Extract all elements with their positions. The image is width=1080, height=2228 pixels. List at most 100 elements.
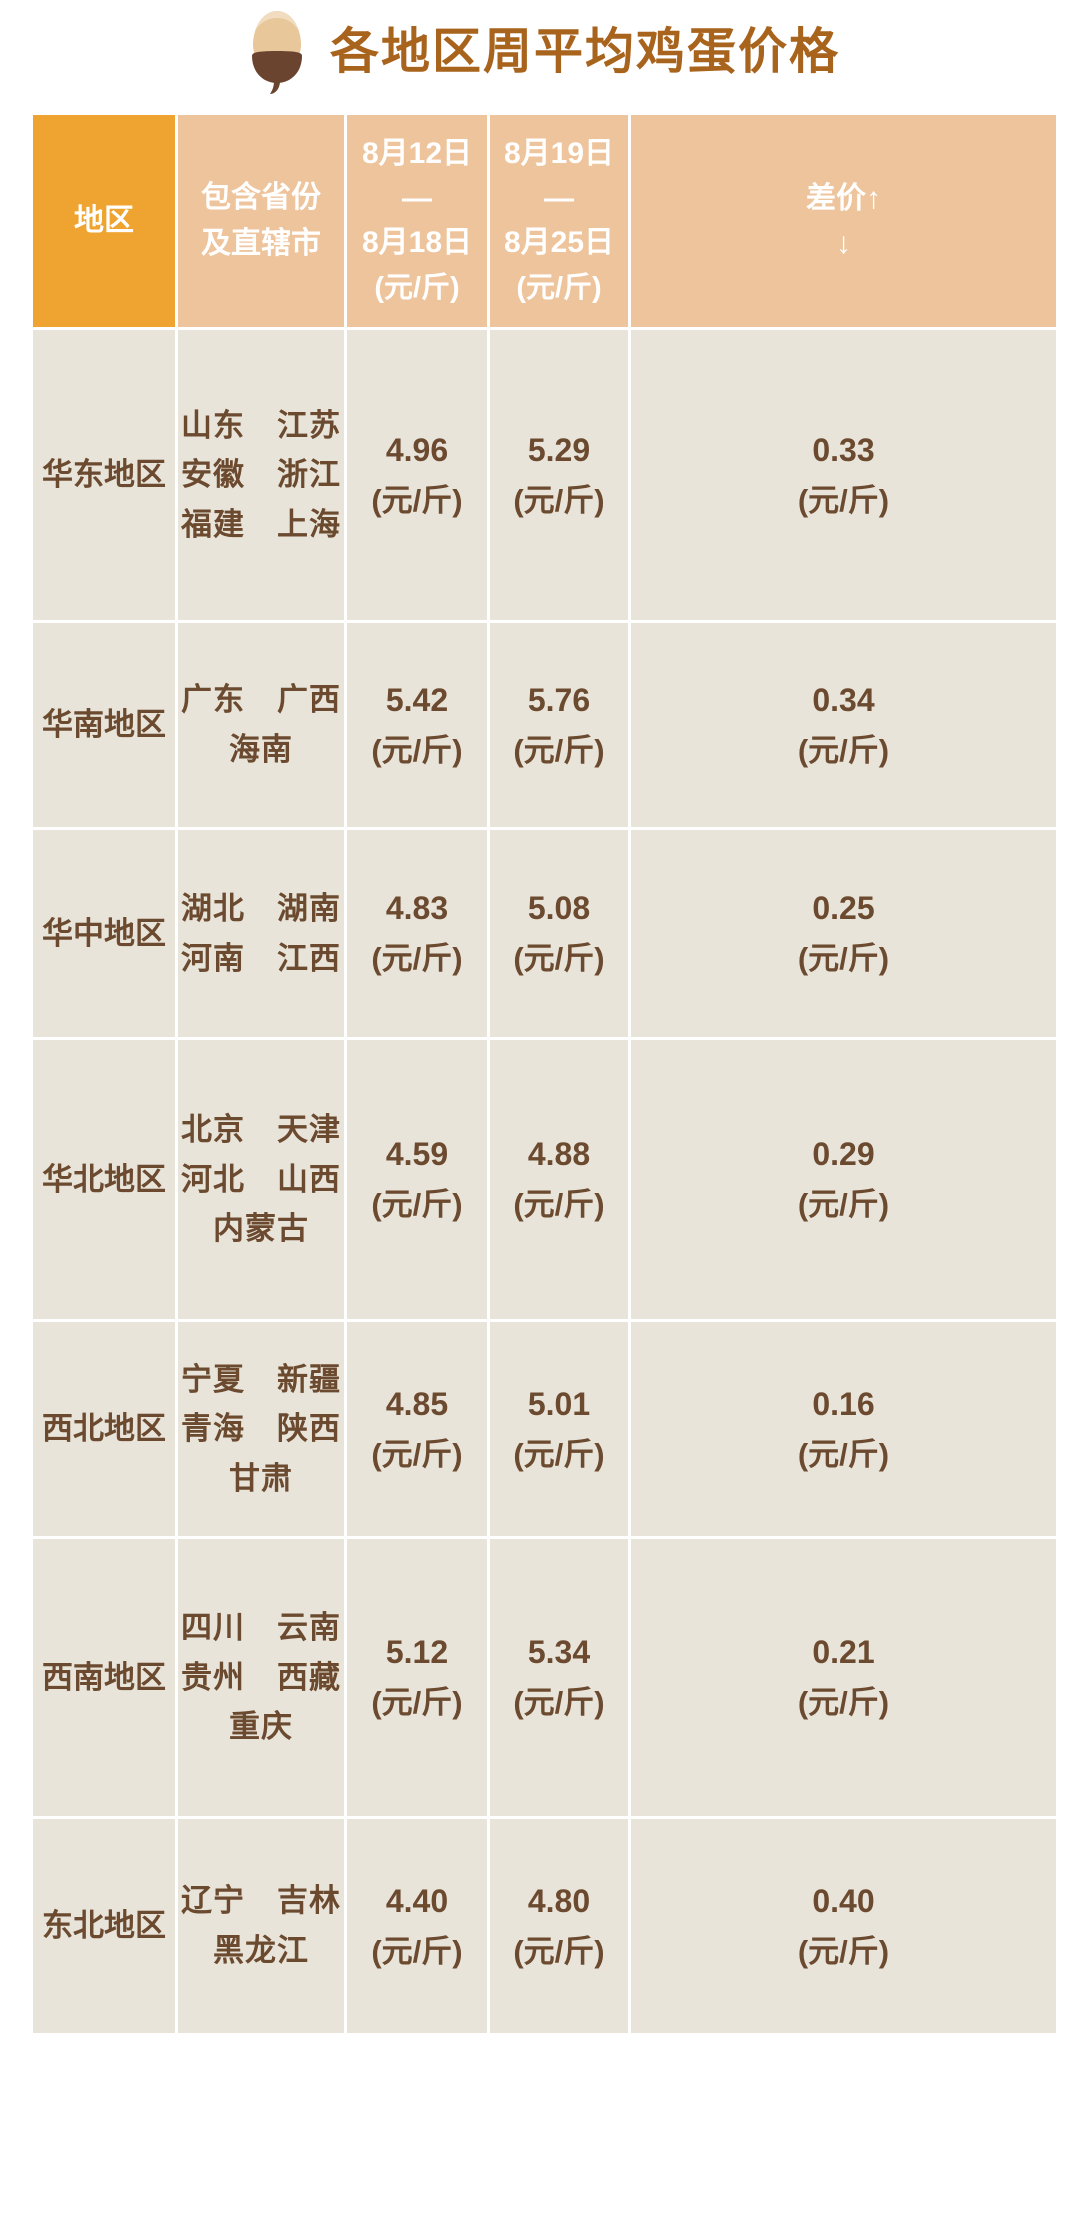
cell-week1-price: 5.42 (元/斤)	[347, 623, 487, 827]
price-value: 5.29	[527, 431, 591, 468]
cell-provinces: 辽宁 吉林 黑龙江	[178, 1819, 344, 2033]
province-line: 河南 江西	[181, 940, 341, 976]
price-value: 5.08	[527, 890, 591, 927]
difference-unit: (元/斤)	[797, 1933, 890, 1969]
price-value: 5.42	[385, 681, 449, 718]
table-row: 华东地区 山东 江苏 安徽 浙江 福建 上海 4.96 (元/斤)	[33, 330, 1056, 620]
column-header-region-label: 地区	[74, 203, 134, 237]
price-unit: (元/斤)	[371, 941, 463, 977]
province-line: 宁夏 新疆	[181, 1361, 341, 1397]
difference-value: 0.40	[812, 1882, 875, 1919]
egg-price-table: 地区 包含省份 及直辖市 8月12日 — 8月18日 (元/斤)	[30, 112, 1059, 2036]
acorn-icon	[251, 11, 302, 94]
price-value: 5.12	[385, 1634, 449, 1671]
cell-difference: 0.34 (元/斤)	[631, 623, 1056, 827]
region-label: 华南地区	[42, 707, 166, 743]
table-row: 华北地区 北京 天津 河北 山西 内蒙古 4.59 (元/斤)	[33, 1040, 1056, 1319]
price-value: 4.96	[385, 431, 449, 468]
difference-unit: (元/斤)	[797, 482, 890, 518]
region-label: 西南地区	[42, 1659, 166, 1695]
price-unit: (元/斤)	[371, 1436, 463, 1472]
column-header-provinces-line1: 包含省份	[201, 180, 321, 214]
column-header-week1: 8月12日 — 8月18日 (元/斤)	[347, 115, 487, 327]
cell-week2-price: 5.76 (元/斤)	[490, 623, 628, 827]
price-unit: (元/斤)	[371, 1187, 463, 1223]
price-unit: (元/斤)	[513, 1187, 605, 1223]
cell-provinces: 山东 江苏 安徽 浙江 福建 上海	[178, 330, 344, 620]
cell-provinces: 湖北 湖南 河南 江西	[178, 830, 344, 1037]
difference-value: 0.25	[812, 890, 875, 927]
cell-week2-price: 5.34 (元/斤)	[490, 1539, 628, 1816]
difference-value: 0.16	[812, 1385, 875, 1422]
price-value: 4.80	[527, 1882, 591, 1919]
price-unit: (元/斤)	[371, 482, 463, 518]
cell-week1-price: 4.85 (元/斤)	[347, 1322, 487, 1536]
price-unit: (元/斤)	[513, 1436, 605, 1472]
column-header-week2-unit: (元/斤)	[516, 272, 602, 305]
difference-value: 0.33	[812, 431, 875, 468]
province-line: 青海 陕西	[181, 1411, 341, 1447]
arrow-down-icon: ↓	[836, 227, 851, 260]
price-unit: (元/斤)	[371, 1933, 463, 1969]
cell-difference: 0.16 (元/斤)	[631, 1322, 1056, 1536]
price-unit: (元/斤)	[371, 732, 463, 768]
cell-difference: 0.25 (元/斤)	[631, 830, 1056, 1037]
column-header-difference: 差价↑ ↓	[631, 115, 1056, 327]
table-row: 西北地区 宁夏 新疆 青海 陕西 甘肃 4.85 (元/斤)	[33, 1322, 1056, 1536]
page-header: 各地区周平均鸡蛋价格	[0, 0, 1080, 104]
cell-difference: 0.21 (元/斤)	[631, 1539, 1056, 1816]
difference-value: 0.34	[812, 681, 875, 718]
cell-week1-price: 4.96 (元/斤)	[347, 330, 487, 620]
difference-value: 0.21	[812, 1634, 875, 1671]
cell-week1-price: 5.12 (元/斤)	[347, 1539, 487, 1816]
province-line: 四川 云南	[181, 1610, 341, 1646]
province-line: 河北 山西	[181, 1161, 341, 1197]
cell-week1-price: 4.59 (元/斤)	[347, 1040, 487, 1319]
column-header-week2-dash: —	[544, 181, 574, 215]
cell-difference: 0.29 (元/斤)	[631, 1040, 1056, 1319]
cell-week2-price: 5.29 (元/斤)	[490, 330, 628, 620]
difference-unit: (元/斤)	[797, 941, 890, 977]
price-value: 5.01	[527, 1385, 591, 1422]
cell-region: 华东地区	[33, 330, 175, 620]
region-label: 华中地区	[42, 915, 166, 951]
region-label: 东北地区	[42, 1908, 166, 1944]
cell-provinces: 北京 天津 河北 山西 内蒙古	[178, 1040, 344, 1319]
difference-value: 0.29	[812, 1136, 875, 1173]
province-line: 广东 广西	[181, 682, 341, 718]
cell-week2-price: 4.80 (元/斤)	[490, 1819, 628, 2033]
column-header-provinces: 包含省份 及直辖市	[178, 115, 344, 327]
difference-unit: (元/斤)	[797, 1685, 890, 1721]
cell-region: 东北地区	[33, 1819, 175, 2033]
cell-provinces: 四川 云南 贵州 西藏 重庆	[178, 1539, 344, 1816]
cell-region: 华北地区	[33, 1040, 175, 1319]
difference-unit: (元/斤)	[797, 1187, 890, 1223]
province-line: 甘肃	[229, 1460, 293, 1496]
difference-unit: (元/斤)	[797, 732, 890, 768]
price-value: 4.88	[527, 1136, 591, 1173]
province-line: 内蒙古	[213, 1211, 309, 1247]
cell-week2-price: 4.88 (元/斤)	[490, 1040, 628, 1319]
province-line: 黑龙江	[213, 1933, 309, 1968]
cell-provinces: 广东 广西 海南	[178, 623, 344, 827]
column-header-region: 地区	[33, 115, 175, 327]
table-row: 西南地区 四川 云南 贵州 西藏 重庆 5.12 (元/斤)	[33, 1539, 1056, 1816]
price-unit: (元/斤)	[371, 1685, 463, 1721]
column-header-week1-start: 8月12日	[361, 137, 473, 171]
province-line: 安徽 浙江	[181, 457, 341, 493]
price-unit: (元/斤)	[513, 732, 605, 768]
price-unit: (元/斤)	[513, 482, 605, 518]
province-line: 北京 天津	[181, 1112, 341, 1148]
table-row: 华中地区 湖北 湖南 河南 江西 4.83 (元/斤) 5.0	[33, 830, 1056, 1037]
province-line: 山东 江苏	[181, 407, 341, 443]
province-line: 福建 上海	[181, 506, 341, 542]
column-header-week1-end: 8月18日	[361, 225, 473, 259]
price-value: 4.83	[385, 890, 449, 927]
page-title: 各地区周平均鸡蛋价格	[329, 24, 840, 79]
region-label: 华东地区	[42, 457, 166, 493]
cell-provinces: 宁夏 新疆 青海 陕西 甘肃	[178, 1322, 344, 1536]
province-line: 贵州 西藏	[181, 1659, 341, 1695]
table-row: 华南地区 广东 广西 海南 5.42 (元/斤) 5.76	[33, 623, 1056, 827]
province-line: 辽宁 吉林	[181, 1883, 341, 1919]
column-header-week2-start: 8月19日	[503, 137, 615, 171]
